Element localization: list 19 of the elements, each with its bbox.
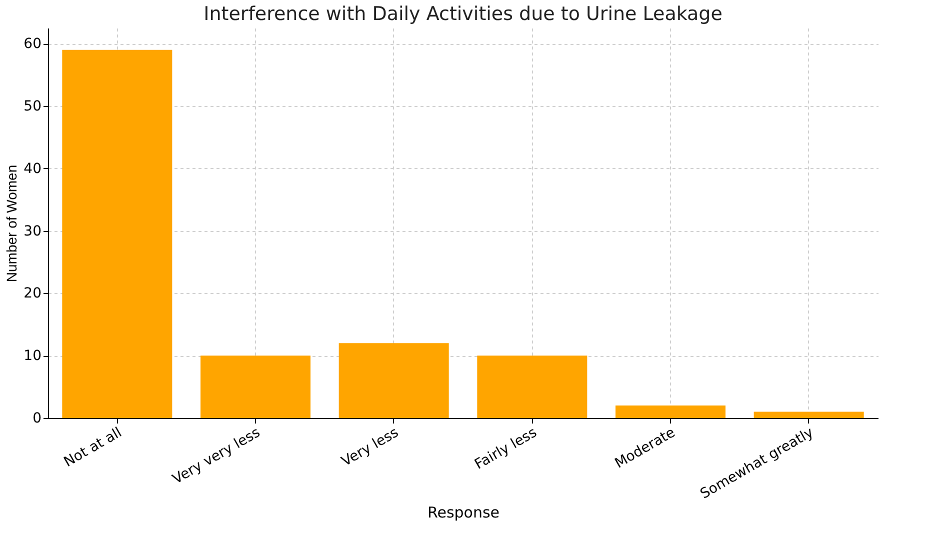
x-axis-title: Response bbox=[427, 503, 500, 522]
bar bbox=[477, 356, 588, 418]
bar bbox=[200, 356, 310, 418]
bar bbox=[62, 50, 172, 418]
y-tick-label: 30 bbox=[24, 223, 42, 240]
y-tick-label: 40 bbox=[24, 160, 42, 177]
x-tick-label: Not at all bbox=[61, 424, 125, 470]
y-tick-label: 0 bbox=[32, 410, 42, 426]
y-tick-label: 50 bbox=[24, 98, 42, 114]
y-tick-label: 10 bbox=[24, 348, 42, 364]
bar bbox=[754, 412, 864, 418]
y-tick-label: 20 bbox=[24, 286, 42, 302]
x-tick-label: Very very less bbox=[170, 424, 263, 488]
y-axis-title: Number of Women bbox=[4, 164, 20, 282]
bar bbox=[616, 406, 726, 418]
chart-title: Interference with Daily Activities due to Urine Leakage bbox=[204, 3, 722, 25]
y-tick-label: 60 bbox=[24, 36, 42, 52]
bar bbox=[338, 343, 449, 418]
x-tick-label: Very less bbox=[339, 424, 402, 470]
